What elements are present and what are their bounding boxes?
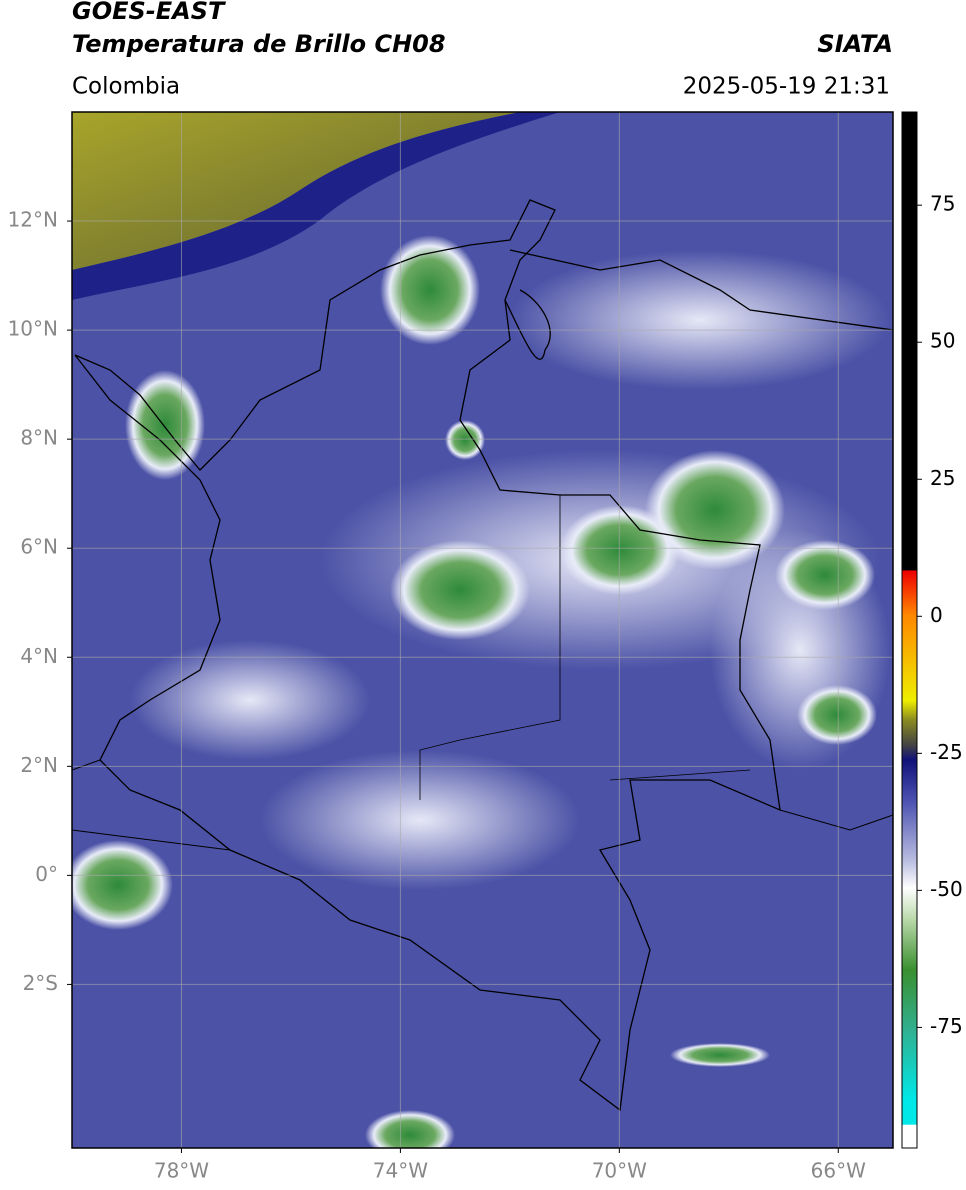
title: GOES-EAST: [72, 0, 226, 25]
y-tick-label: 2°N: [20, 753, 58, 777]
y-tick-label: 4°N: [20, 644, 58, 668]
y-tick-label: 10°N: [8, 317, 58, 341]
map-frame: [71, 111, 894, 1149]
x-tick-label: 70°W: [592, 1159, 647, 1183]
x-tick-label: 74°W: [373, 1159, 428, 1183]
satellite-image: [72, 112, 893, 1148]
x-tick-label: 66°W: [811, 1159, 866, 1183]
region: Colombia: [72, 74, 180, 100]
x-tick-label: 78°W: [154, 1159, 209, 1183]
colorbar-tick-label: 50: [930, 329, 955, 353]
colorbar-tick-label: 25: [930, 466, 955, 490]
source: SIATA: [817, 30, 893, 58]
y-tick-label: 8°N: [20, 426, 58, 450]
grid: [72, 112, 893, 1148]
colorbar: [901, 111, 918, 1149]
colorbar-tick-label: 0: [930, 603, 943, 627]
colorbar-tick-label: -75: [930, 1014, 963, 1038]
subtitle: Temperatura de Brillo CH08: [72, 30, 446, 58]
datetime: 2025-05-19 21:31: [683, 74, 890, 100]
colorbar-tick-label: -25: [930, 740, 963, 764]
y-tick-label: 0°: [35, 862, 58, 886]
colorbar-tick-label: -50: [930, 877, 963, 901]
y-tick-label: 6°N: [20, 535, 58, 559]
y-tick-label: 12°N: [8, 208, 58, 232]
y-tick-label: 2°S: [23, 971, 58, 995]
colorbar-tick-label: 75: [930, 192, 955, 216]
